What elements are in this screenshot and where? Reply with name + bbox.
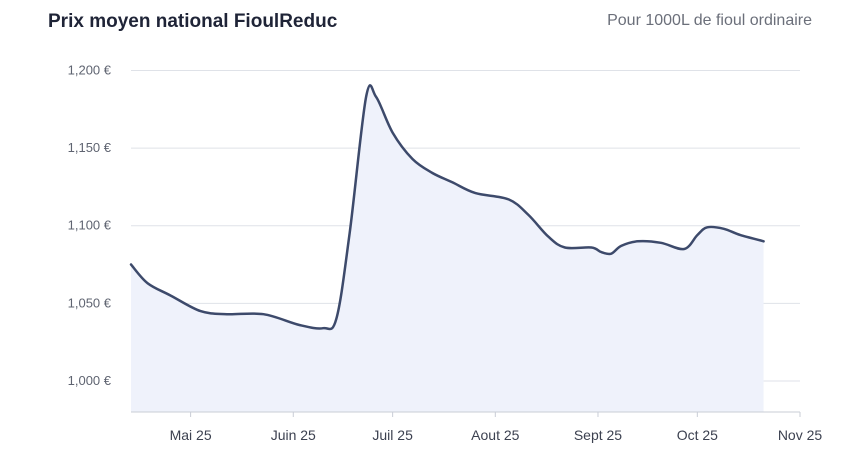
x-tick-label: Juin 25: [271, 427, 316, 443]
x-axis: [131, 411, 801, 417]
x-tick-label: Oct 25: [677, 427, 718, 443]
price-line: [129, 84, 765, 331]
x-tick-label: Aout 25: [471, 427, 519, 443]
x-tick-label: Sept 25: [574, 427, 622, 443]
y-axis-labels: 1,000 € 1,050 € 1,100 € 1,150 € 1,200 €: [68, 63, 112, 388]
y-tick-label: 1,000 €: [68, 373, 112, 388]
x-tick-label: Mai 25: [170, 427, 212, 443]
y-tick-label: 1,200 €: [68, 63, 112, 78]
y-tick-label: 1,100 €: [68, 218, 112, 233]
x-axis-labels: Mai 25 Juin 25 Juil 25 Aout 25 Sept 25 Oct 25…: [170, 427, 823, 443]
x-tick-label: Nov 25: [778, 427, 823, 443]
area-fill: [131, 85, 764, 412]
y-tick-label: 1,150 €: [68, 140, 112, 155]
y-tick-label: 1,050 €: [68, 295, 112, 310]
chart-subtitle: Pour 1000L de fioul ordinaire: [607, 12, 812, 29]
chart-title: Prix moyen national FioulReduc: [48, 11, 338, 32]
x-tick-label: Juil 25: [372, 427, 413, 443]
area-series: [129, 84, 765, 412]
